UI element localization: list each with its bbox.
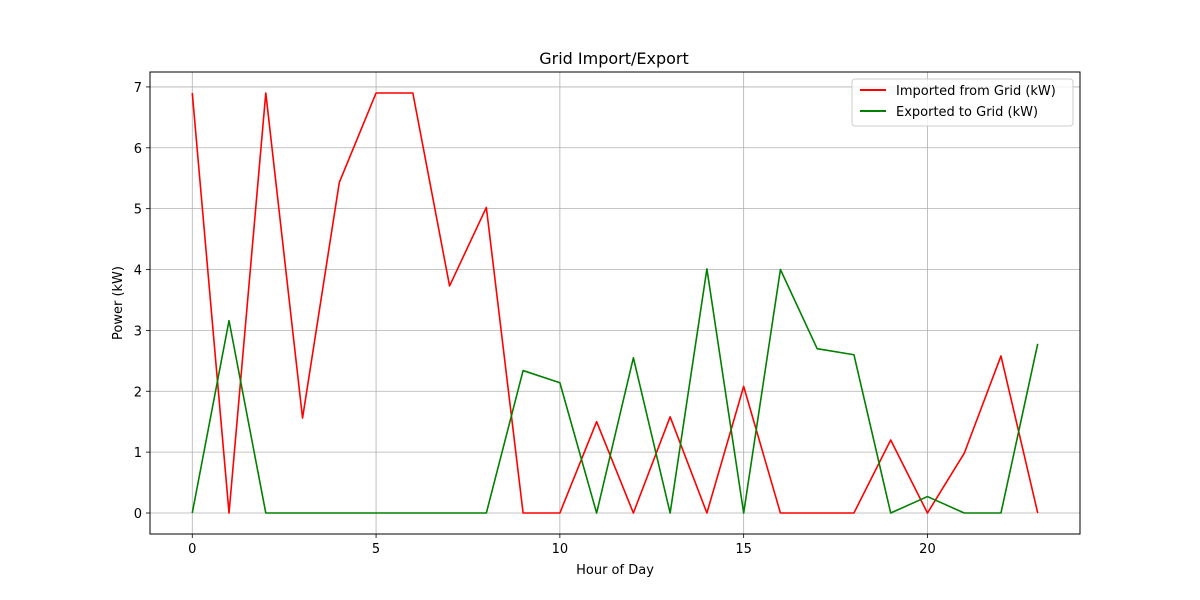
x-tick-label: 0 xyxy=(188,542,196,557)
x-tick-label: 20 xyxy=(919,542,936,557)
y-axis-label: Power (kW) xyxy=(111,266,126,340)
legend-label-imported: Imported from Grid (kW) xyxy=(896,84,1056,99)
y-axis-ticks: 0 1 2 3 4 5 6 7 xyxy=(134,81,150,522)
y-tick-label: 1 xyxy=(134,446,142,461)
y-tick-label: 2 xyxy=(134,385,142,400)
y-tick-label: 4 xyxy=(134,264,142,279)
y-tick-label: 7 xyxy=(134,81,142,96)
x-tick-label: 15 xyxy=(735,542,752,557)
series-line-exported xyxy=(191,268,1039,514)
series-line-imported xyxy=(191,92,1039,514)
plot-frame xyxy=(149,71,1081,535)
x-tick-label: 10 xyxy=(552,542,569,557)
x-axis-label: Hour of Day xyxy=(576,563,654,578)
legend-box xyxy=(851,78,1074,127)
y-tick-label: 6 xyxy=(134,142,142,157)
legend: Imported from Grid (kW) Exported to Grid… xyxy=(851,78,1074,127)
y-tick-label: 5 xyxy=(134,203,142,218)
plot-lines xyxy=(191,92,1039,514)
chart-title: Grid Import/Export xyxy=(539,49,689,68)
y-tick-label: 3 xyxy=(134,324,142,339)
legend-label-exported: Exported to Grid (kW) xyxy=(896,105,1038,120)
x-tick-label: 5 xyxy=(372,542,380,557)
x-axis-ticks: 0 5 10 15 20 xyxy=(188,534,936,557)
y-tick-label: 0 xyxy=(134,507,142,522)
